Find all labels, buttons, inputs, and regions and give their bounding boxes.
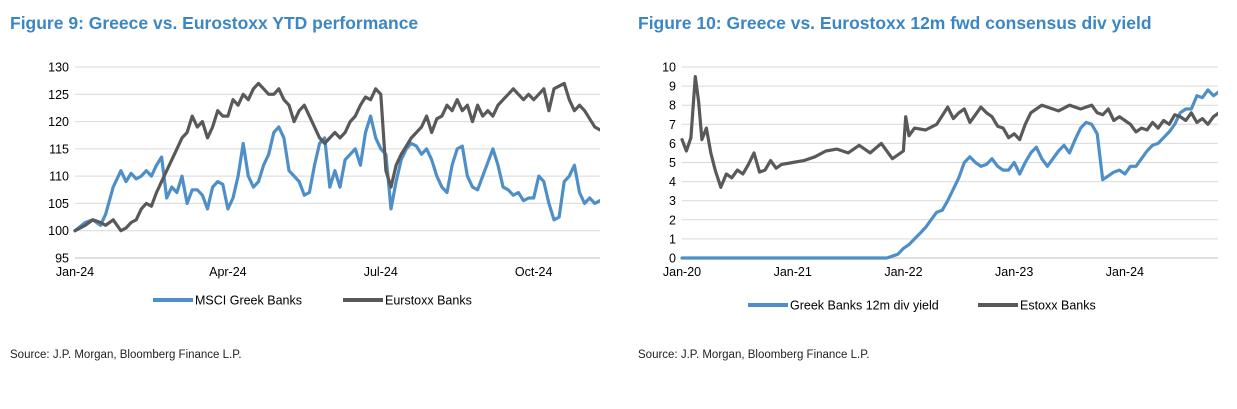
legend-label: Eurstoxx Banks bbox=[385, 294, 472, 308]
y-tick-label: 125 bbox=[48, 88, 69, 102]
x-tick-label: Apr-24 bbox=[209, 265, 247, 279]
y-tick-label: 130 bbox=[48, 61, 69, 75]
y-tick-label: 4 bbox=[669, 175, 676, 189]
chart-source: Source: J.P. Morgan, Bloomberg Finance L… bbox=[638, 349, 870, 361]
chart-figure-9: 95 100 105 110 115 120 125 130 Jan-24 Apr-24 Jul-2… bbox=[48, 61, 600, 308]
y-tick-label: 10 bbox=[662, 61, 676, 75]
y-tick-label: 95 bbox=[55, 252, 69, 266]
y-tick-label: 105 bbox=[48, 197, 69, 211]
y-tick-label: 9 bbox=[669, 80, 676, 94]
x-tick-label: Jan-24 bbox=[56, 265, 94, 279]
legend-label: Estoxx Banks bbox=[1020, 299, 1096, 313]
chart-source: Source: J.P. Morgan, Bloomberg Finance L… bbox=[10, 349, 242, 361]
y-tick-label: 6 bbox=[669, 137, 676, 151]
x-tick-label: Jan-24 bbox=[1106, 265, 1144, 279]
y-tick-label: 8 bbox=[669, 99, 676, 113]
y-tick-label: 3 bbox=[669, 194, 676, 208]
series-line-2 bbox=[680, 74, 1218, 189]
series-line-1 bbox=[680, 88, 1218, 260]
chart-figure-10: 0 1 2 3 4 5 6 7 8 9 10 Jan-20 Jan-21 Jan-22 Jan-23 Jan-… bbox=[662, 61, 1218, 313]
x-tick-label: Jan-21 bbox=[774, 265, 812, 279]
y-tick-label: 5 bbox=[669, 156, 676, 170]
y-tick-label: 120 bbox=[48, 115, 69, 129]
y-tick-label: 100 bbox=[48, 224, 69, 238]
chart-panel-figure-9: Figure 9: Greece vs. Eurostoxx YTD perfo… bbox=[0, 0, 600, 409]
x-tick-label: Jul-24 bbox=[364, 265, 398, 279]
y-tick-label: 7 bbox=[669, 118, 676, 132]
x-tick-label: Jan-20 bbox=[663, 265, 701, 279]
chart-title: Figure 10: Greece vs. Eurostoxx 12m fwd … bbox=[638, 13, 1152, 33]
x-tick-label: Jan-23 bbox=[995, 265, 1033, 279]
y-tick-label: 2 bbox=[669, 213, 676, 227]
x-tick-label: Oct-24 bbox=[515, 265, 553, 279]
legend-label: Greek Banks 12m div yield bbox=[790, 299, 939, 313]
series-line-2 bbox=[73, 81, 600, 233]
chart-panel-figure-10: Figure 10: Greece vs. Eurostoxx 12m fwd … bbox=[618, 0, 1218, 409]
y-tick-label: 115 bbox=[49, 142, 69, 156]
x-tick-label: Jan-22 bbox=[884, 265, 922, 279]
chart-title: Figure 9: Greece vs. Eurostoxx YTD perfo… bbox=[10, 13, 419, 33]
series-line-1 bbox=[73, 114, 600, 233]
y-tick-label: 0 bbox=[669, 252, 676, 266]
legend-label: MSCI Greek Banks bbox=[195, 294, 302, 308]
y-tick-label: 1 bbox=[669, 232, 676, 246]
y-tick-label: 110 bbox=[49, 170, 69, 184]
